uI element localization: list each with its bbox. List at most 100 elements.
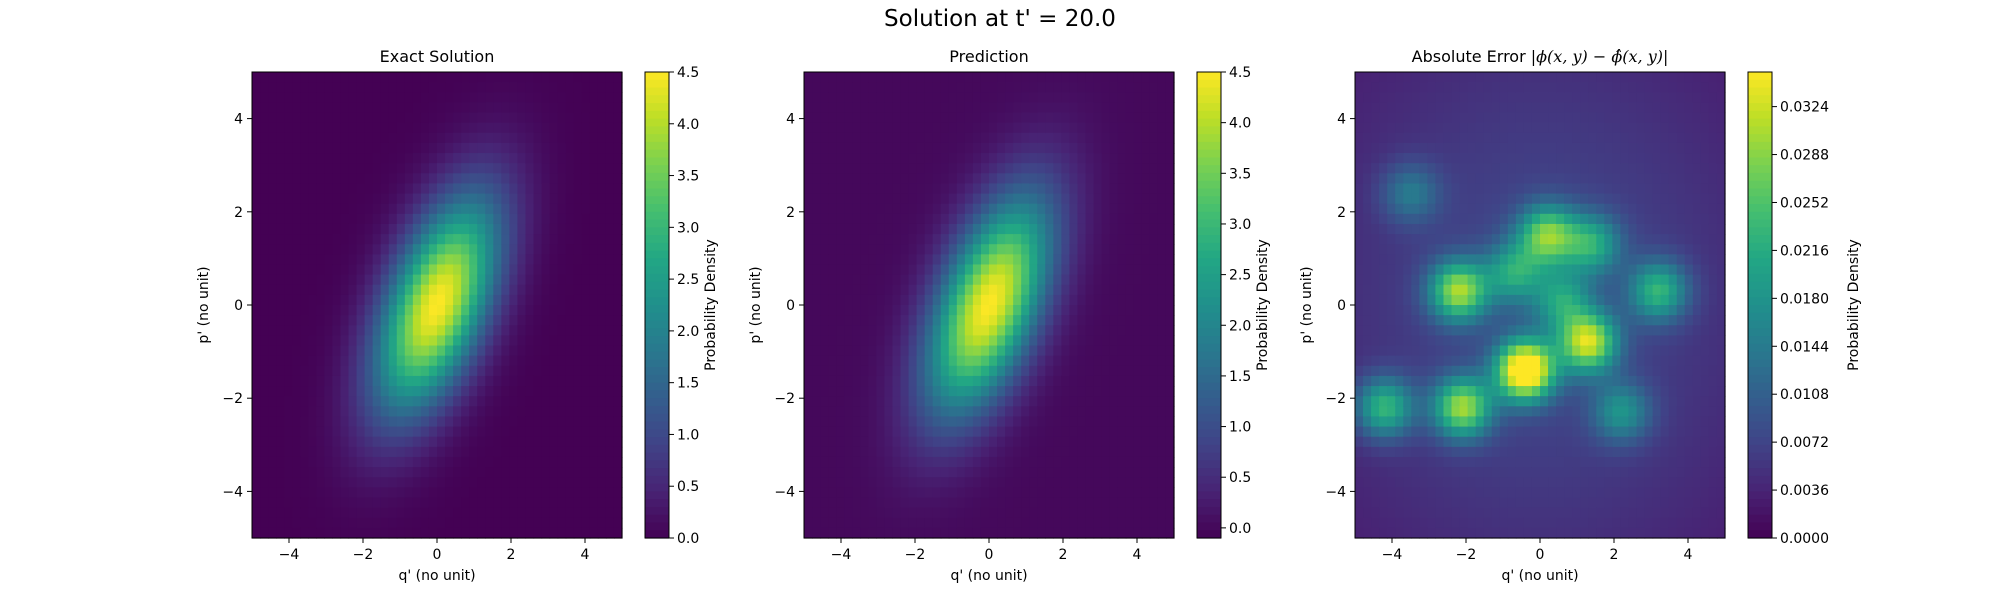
heatmap-cell	[1387, 274, 1396, 286]
heatmap-cell	[932, 82, 942, 93]
heatmap-cell	[428, 365, 438, 377]
heatmap-cell	[372, 163, 382, 174]
heatmap-cell	[1403, 244, 1412, 255]
heatmap-cell	[1427, 102, 1437, 114]
heatmap-cell	[876, 213, 886, 225]
heatmap-cell	[549, 163, 559, 174]
heatmap-cell	[844, 446, 853, 458]
heatmap-cell	[804, 274, 813, 286]
heatmap-cell	[820, 102, 829, 114]
heatmap-cell	[860, 375, 869, 387]
heatmap-cell	[844, 517, 853, 529]
heatmap-cell	[820, 487, 829, 499]
heatmap-cell	[836, 294, 845, 306]
heatmap-cell	[980, 467, 990, 478]
heatmap-cell	[820, 213, 829, 225]
heatmap-cell	[1085, 507, 1095, 519]
heatmap-cell	[1045, 234, 1054, 245]
heatmap-cell	[332, 173, 342, 185]
heatmap-cell	[300, 467, 309, 478]
heatmap-cell	[252, 497, 261, 509]
heatmap-cell	[1029, 274, 1038, 286]
heatmap-cell	[292, 122, 301, 134]
heatmap-cell	[396, 284, 406, 296]
heatmap-cell	[420, 345, 430, 357]
heatmap-cell	[364, 305, 374, 316]
heatmap-cell	[924, 467, 934, 478]
heatmap-cell	[453, 406, 462, 418]
heatmap-cell	[557, 325, 567, 336]
heatmap-cell	[1037, 315, 1046, 326]
heatmap-cell	[396, 456, 406, 468]
colorbar-segment	[1197, 421, 1221, 430]
heatmap-cell	[348, 315, 358, 326]
heatmap-cell	[940, 213, 950, 225]
heatmap-cell	[1005, 173, 1014, 185]
heatmap-cell	[517, 477, 527, 488]
heatmap-cell	[1371, 173, 1380, 185]
heatmap-cell	[1363, 477, 1372, 488]
heatmap-cell	[948, 467, 958, 478]
heatmap-cell	[1109, 244, 1119, 255]
heatmap-cell	[1053, 487, 1062, 499]
heatmap-cell	[324, 426, 334, 438]
heatmap-cell	[557, 142, 567, 154]
heatmap-cell	[372, 467, 382, 478]
heatmap-cell	[517, 335, 527, 347]
heatmap-cell	[932, 244, 942, 255]
heatmap-cell	[1045, 426, 1054, 438]
heatmap-cell	[828, 102, 837, 114]
heatmap-cell	[420, 264, 430, 276]
heatmap-cell	[1037, 416, 1046, 428]
heatmap-cell	[332, 315, 342, 326]
heatmap-cell	[948, 315, 958, 326]
heatmap-cell	[812, 132, 821, 144]
heatmap-cell	[1061, 102, 1071, 114]
heatmap-cell	[356, 365, 366, 377]
heatmap-cell	[1045, 274, 1054, 286]
heatmap-cell	[260, 183, 269, 195]
heatmap-cell	[469, 527, 478, 539]
heatmap-cell	[380, 284, 390, 296]
heatmap-cell	[1371, 223, 1380, 235]
heatmap-cell	[332, 193, 342, 205]
heatmap-cell	[989, 244, 998, 255]
heatmap-cell	[868, 517, 877, 529]
heatmap-cell	[348, 477, 358, 488]
heatmap-cell	[412, 335, 422, 347]
heatmap-cell	[1149, 416, 1159, 428]
heatmap-cell	[1411, 416, 1420, 428]
heatmap-cell	[1371, 82, 1380, 93]
heatmap-cell	[1133, 416, 1143, 428]
heatmap-cell	[380, 335, 390, 347]
heatmap-cell	[1061, 132, 1071, 144]
heatmap-cell	[1141, 426, 1151, 438]
heatmap-cell	[844, 335, 853, 347]
heatmap-cell	[469, 375, 478, 387]
heatmap-cell	[1403, 284, 1412, 296]
heatmap-cell	[884, 426, 894, 438]
heatmap-cell	[1363, 517, 1372, 529]
heatmap-cell	[388, 335, 398, 347]
heatmap-cell	[820, 163, 829, 174]
heatmap-cell	[469, 132, 478, 144]
heatmap-cell	[380, 142, 390, 154]
colorbar-segment	[1197, 141, 1221, 151]
heatmap-cell	[284, 153, 293, 164]
heatmap-cell	[493, 365, 502, 377]
heatmap-cell	[565, 203, 575, 215]
heatmap-cell	[332, 487, 342, 499]
heatmap-cell	[812, 153, 821, 164]
heatmap-cell	[932, 173, 942, 185]
heatmap-cell	[324, 345, 334, 357]
heatmap-cell	[356, 477, 366, 488]
heatmap-cell	[509, 386, 519, 397]
heatmap-cell	[964, 315, 974, 326]
heatmap-cell	[1037, 132, 1046, 144]
heatmap-cell	[493, 122, 502, 134]
heatmap-cell	[1419, 102, 1428, 114]
heatmap-cell	[541, 426, 551, 438]
heatmap-cell	[1363, 244, 1372, 255]
heatmap-cell	[252, 467, 261, 478]
heatmap-cell	[884, 223, 894, 235]
